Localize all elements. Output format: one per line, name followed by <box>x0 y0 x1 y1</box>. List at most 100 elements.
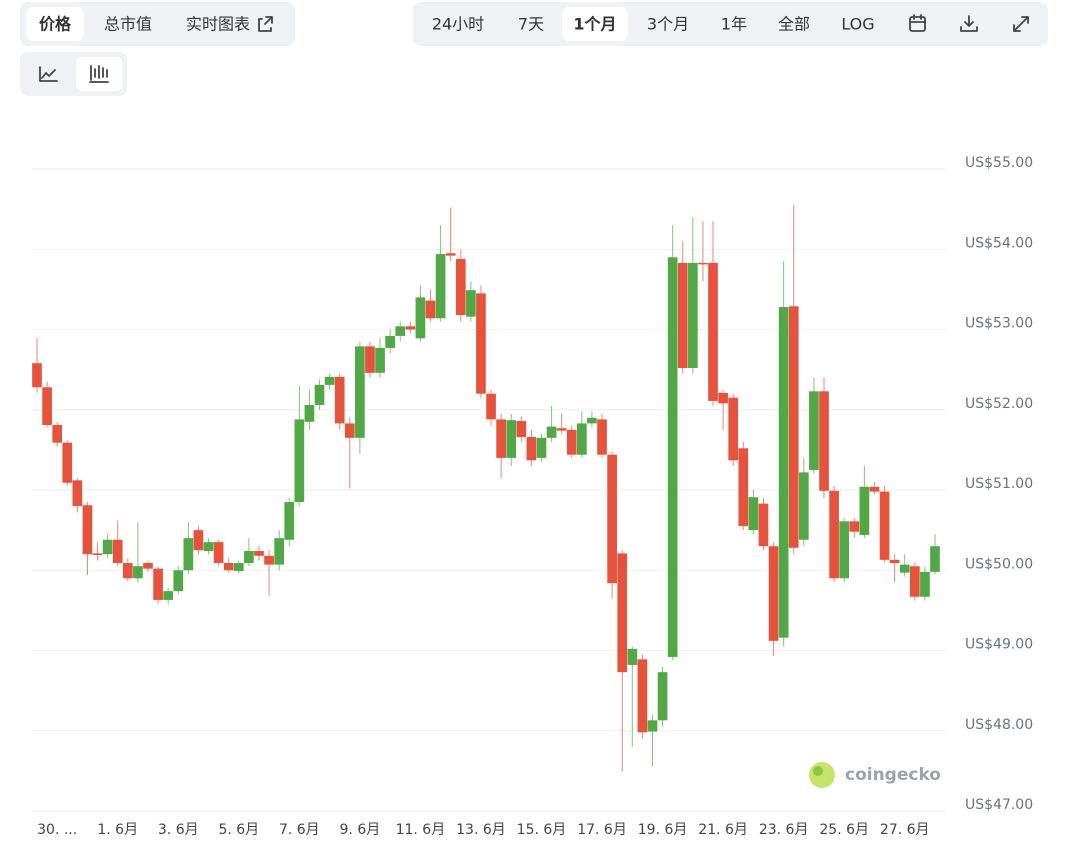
x-tick-label: 25. 6月 <box>819 822 869 838</box>
candle-body <box>748 497 759 531</box>
candle-body <box>173 570 184 592</box>
range-tab[interactable]: 24小时 <box>432 15 484 34</box>
candle-body <box>82 505 93 555</box>
candle-body <box>526 437 537 461</box>
candle-body <box>869 486 880 492</box>
candle-body <box>667 257 678 657</box>
x-tick-label: 17. 6月 <box>577 822 627 838</box>
view-tab-bar <box>20 2 295 46</box>
candle-body <box>62 442 73 483</box>
candle-body <box>899 564 910 573</box>
candle-body <box>355 346 365 438</box>
candle-body <box>718 392 728 404</box>
candle-body <box>254 550 264 556</box>
candle-body <box>879 491 890 560</box>
range-tab[interactable]: 7天 <box>518 15 544 34</box>
candle-body <box>42 387 52 425</box>
candle-body <box>233 563 244 572</box>
x-tick-label: 21. 6月 <box>698 822 748 838</box>
y-tick-label: US$47.00 <box>965 797 1033 813</box>
download-icon[interactable] <box>960 15 978 32</box>
active-pill <box>26 7 84 41</box>
range-tab[interactable]: 1个月 <box>573 15 616 34</box>
x-tick-label: 15. 6月 <box>517 822 567 838</box>
candle-body <box>546 426 557 438</box>
candle-body <box>677 262 688 369</box>
calendar-icon[interactable] <box>909 14 926 32</box>
x-tick-label: 7. 6月 <box>279 822 320 838</box>
tab[interactable]: 总市值 <box>104 15 152 34</box>
tab[interactable]: 价格 <box>39 15 72 34</box>
candle-body <box>445 253 456 256</box>
x-tick-label: 19. 6月 <box>638 822 688 838</box>
x-tick-label: 5. 6月 <box>218 822 259 838</box>
candle-body <box>72 480 83 507</box>
candle-body <box>506 420 517 458</box>
candle-body <box>809 391 819 470</box>
range-tab[interactable]: 全部 <box>778 15 810 34</box>
candle-body <box>768 546 779 641</box>
candle-body <box>819 391 829 491</box>
candle-body <box>889 559 900 564</box>
candle-body <box>798 472 809 540</box>
candle-body <box>365 346 375 373</box>
candle-body <box>143 563 153 569</box>
candle-body <box>698 262 708 265</box>
watermark: coingecko <box>845 765 941 785</box>
candle-body <box>274 538 285 565</box>
x-tick-label: 13. 6月 <box>456 822 506 838</box>
line-chart-icon[interactable] <box>39 66 58 82</box>
y-tick-label: US$55.00 <box>965 155 1033 171</box>
candle-body <box>304 404 315 422</box>
candle-body <box>647 720 658 732</box>
candle-body <box>476 293 486 394</box>
tab[interactable]: 实时图表 <box>186 15 250 34</box>
y-tick-label: US$51.00 <box>965 476 1033 492</box>
y-tick-label: US$53.00 <box>965 316 1033 332</box>
candle-body <box>244 550 254 564</box>
candle-body <box>637 659 648 733</box>
x-tick-label: 1. 6月 <box>97 822 138 838</box>
plot-area: US$47.00 US$48.00 US$49.00 US$50.00 US$51.00… <box>32 155 1033 838</box>
candle-body <box>92 553 103 556</box>
x-tick-label: 23. 6月 <box>759 822 809 838</box>
y-tick-label: US$52.00 <box>965 396 1033 412</box>
candle-body <box>213 542 224 564</box>
candle-body <box>920 571 930 597</box>
candle-body <box>597 419 607 455</box>
candle-body <box>133 566 143 579</box>
candle-body <box>486 393 496 420</box>
fullscreen-icon[interactable] <box>1013 16 1029 32</box>
x-tick-label: 30. ... <box>37 822 77 838</box>
y-tick-label: US$48.00 <box>965 717 1033 733</box>
candle-body <box>728 397 739 461</box>
range-tab[interactable]: 1年 <box>721 15 747 34</box>
candle-body <box>183 538 194 571</box>
candle-body <box>415 297 426 339</box>
y-tick-label: US$54.00 <box>965 235 1033 251</box>
x-tick-label: 11. 6月 <box>396 822 446 838</box>
candle-body <box>657 672 668 721</box>
candle-body <box>395 326 406 336</box>
candle-body <box>294 419 305 503</box>
candle-body <box>153 568 163 600</box>
candle-body <box>839 521 850 579</box>
candle-body <box>738 448 749 527</box>
range-tab[interactable]: LOG <box>841 15 874 34</box>
candle-chart-icon[interactable] <box>89 65 109 83</box>
candle-body <box>32 363 42 388</box>
range-tab[interactable]: 3个月 <box>647 15 689 34</box>
candle-body <box>284 502 295 540</box>
candle-body <box>849 521 860 532</box>
candle-body <box>112 539 123 564</box>
candle-body <box>435 254 446 319</box>
candle-body <box>687 262 698 369</box>
candle-body <box>102 539 113 555</box>
candle-body <box>122 563 133 579</box>
candle-body <box>859 486 870 535</box>
active-pill <box>562 7 628 41</box>
candle-body <box>577 423 587 455</box>
candle-body <box>930 546 940 572</box>
